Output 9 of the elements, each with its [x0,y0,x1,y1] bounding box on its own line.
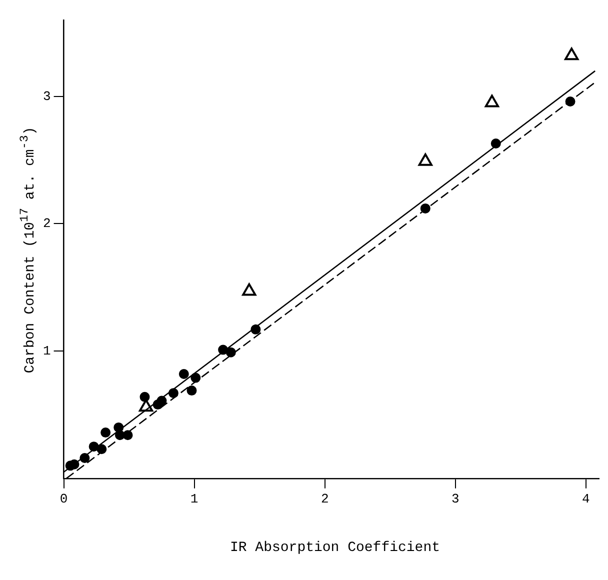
y-tick-label: 1 [42,344,51,359]
y-tick-label: 2 [42,216,51,232]
x-axis-title: IR Absorption Coefficient [230,540,440,556]
x-tick-label: 1 [190,492,198,507]
y-tick-label: 3 [42,88,51,104]
x-tick-label: 2 [320,492,329,507]
x-tick-label: 4 [582,492,590,507]
x-tick-label: 0 [60,492,68,507]
x-tick-label: 3 [452,492,460,507]
